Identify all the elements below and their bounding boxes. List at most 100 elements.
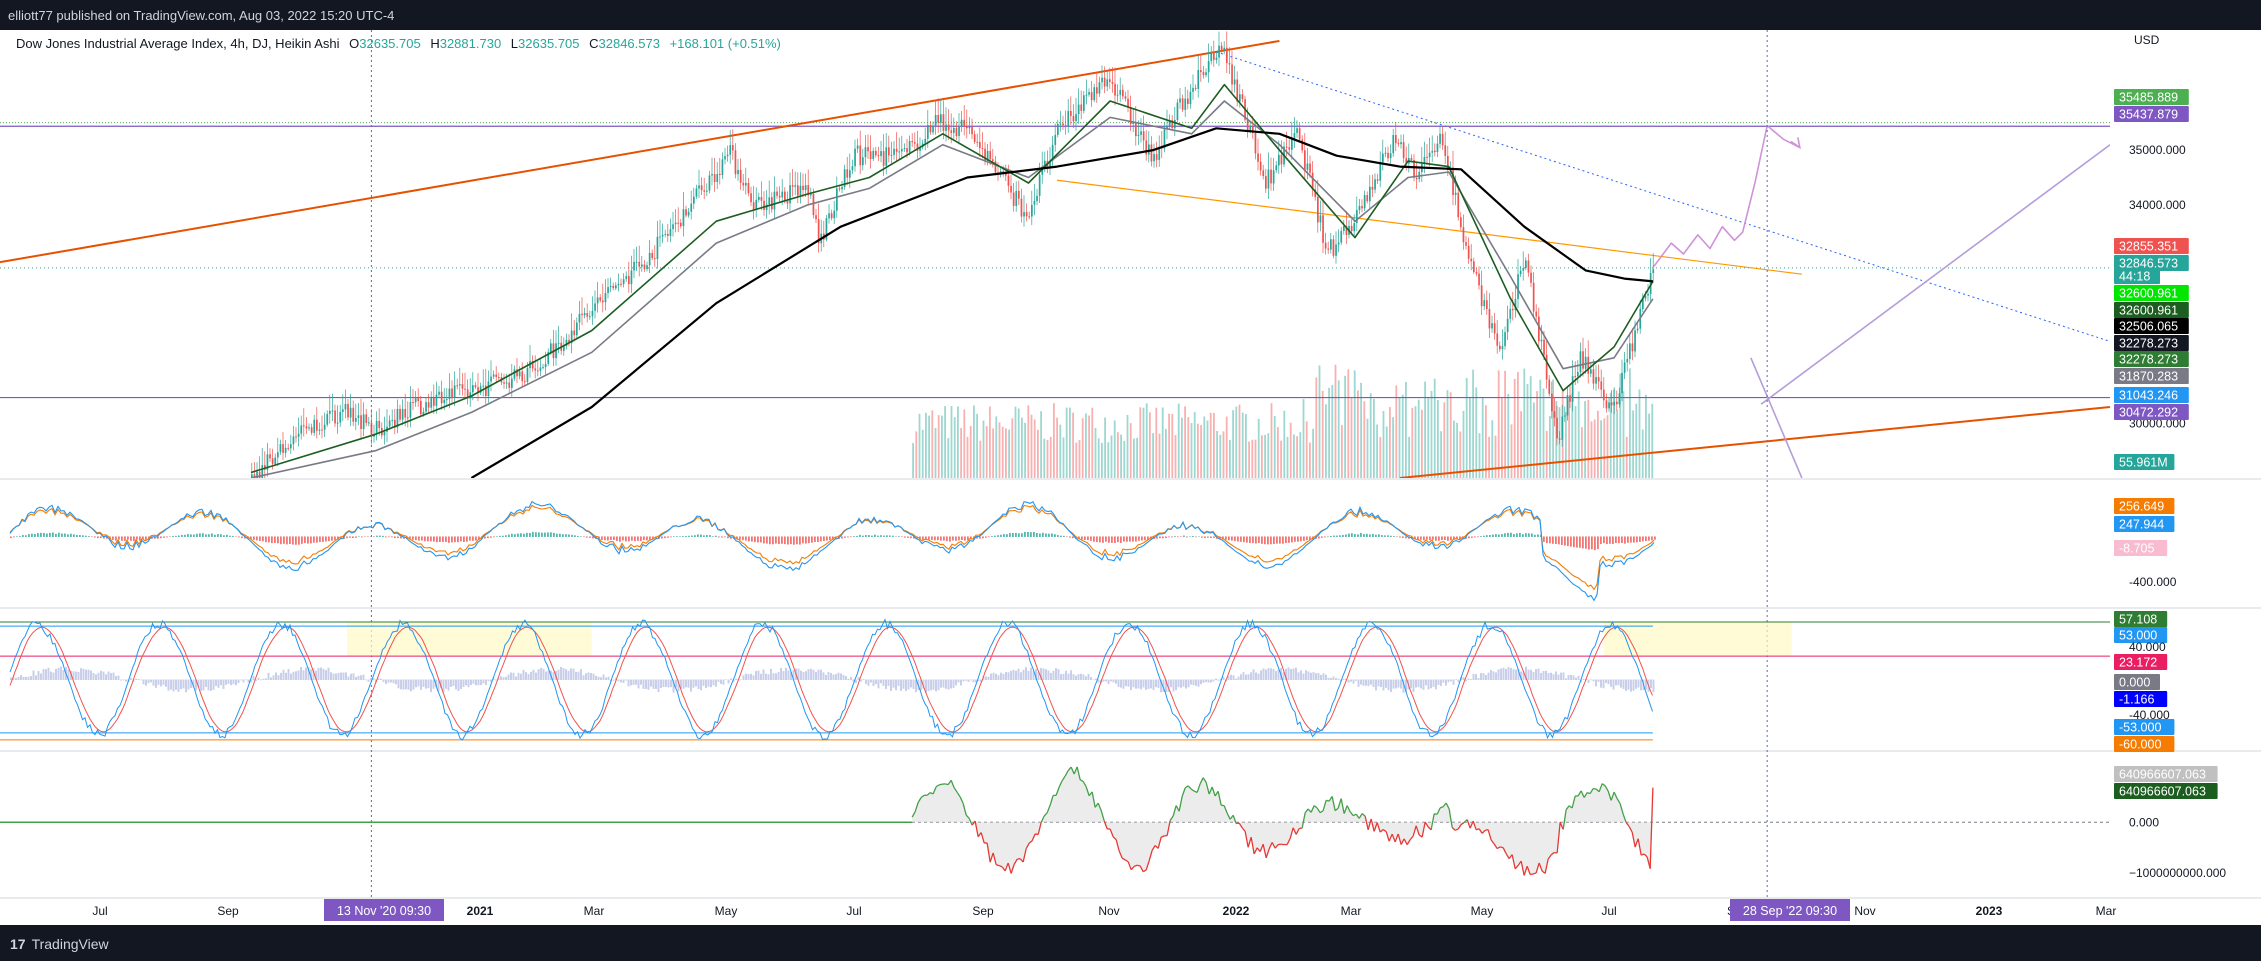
momentum-bar	[872, 679, 875, 687]
momentum-bar	[825, 674, 827, 680]
macd-histogram-bar	[1048, 533, 1050, 537]
candle-body	[1454, 192, 1457, 195]
candle-body	[804, 185, 807, 190]
forecast-rise	[1760, 144, 2110, 405]
momentum-bar	[520, 673, 522, 680]
candle-body	[1057, 124, 1059, 135]
candle-body	[1353, 223, 1356, 232]
candle-body	[521, 371, 524, 382]
macd-histogram-bar	[694, 535, 696, 537]
candle-body	[1239, 94, 1241, 102]
momentum-bar	[1212, 679, 1215, 682]
candle-body	[750, 193, 752, 203]
macd-histogram-bar	[919, 536, 921, 540]
candle-body	[1301, 139, 1304, 151]
momentum-bar	[1342, 678, 1345, 680]
volume-bar	[1037, 429, 1039, 478]
momentum-bar	[1547, 673, 1550, 680]
momentum-bar	[52, 672, 55, 680]
candle-body	[1423, 156, 1426, 164]
macd-histogram-bar	[1561, 536, 1563, 546]
macd-histogram-bar	[988, 536, 990, 538]
candle-body	[1439, 133, 1441, 144]
candle-body	[1085, 94, 1088, 96]
macd-histogram-bar	[970, 536, 972, 540]
macd-histogram-bar	[517, 533, 519, 537]
candle-body	[565, 339, 568, 346]
volume-bar	[1091, 407, 1094, 478]
momentum-bar	[400, 679, 402, 690]
volume-bar	[1257, 418, 1260, 478]
price-badge-text: 32855.351	[2119, 240, 2178, 254]
candle-body	[664, 233, 667, 235]
momentum-bar	[1472, 673, 1475, 680]
macd-histogram-bar	[169, 536, 171, 538]
macd-histogram-bar	[676, 536, 678, 537]
volume-bar	[1126, 415, 1129, 478]
macd-histogram-bar	[76, 534, 78, 537]
macd-histogram-bar	[1252, 536, 1254, 544]
candle-body	[1548, 379, 1551, 394]
momentum-bar	[587, 672, 590, 680]
candle-body	[1197, 70, 1200, 89]
macd-histogram-bar	[46, 533, 48, 537]
macd-histogram-bar	[1459, 536, 1461, 540]
macd-histogram-bar	[853, 536, 855, 537]
volume-bar	[1053, 403, 1055, 478]
macd-histogram-bar	[1141, 536, 1143, 541]
volume-bar	[1622, 391, 1625, 478]
macd-histogram-bar	[502, 535, 504, 537]
candle-body	[932, 125, 934, 133]
cumulative-segment	[1319, 810, 1324, 814]
chart-canvas[interactable]: USD36000.00035000.00034000.00030000.0003…	[0, 30, 2261, 925]
momentum-bar	[1377, 679, 1380, 687]
macd-histogram-bar	[778, 536, 780, 545]
momentum-bar	[217, 679, 220, 688]
macd-histogram-bar	[1201, 536, 1203, 538]
candle-body	[1441, 133, 1444, 146]
macd-histogram-bar	[649, 536, 651, 540]
macd-histogram-bar	[1279, 536, 1281, 544]
macd-histogram-bar	[1195, 536, 1197, 538]
momentum-bar	[655, 679, 657, 689]
candle-body	[539, 367, 542, 371]
chart-area[interactable]: USD36000.00035000.00034000.00030000.0003…	[0, 30, 2261, 925]
candle-body	[277, 452, 279, 458]
momentum-bar	[1087, 673, 1090, 680]
momentum-bar	[40, 673, 42, 680]
momentum-bar	[425, 679, 427, 689]
momentum-bar	[1160, 679, 1162, 693]
momentum-bar	[1272, 669, 1275, 680]
momentum-bar	[945, 679, 947, 689]
symbol-title: Dow Jones Industrial Average Index, 4h, …	[16, 36, 340, 51]
candle-body	[1231, 64, 1233, 85]
momentum-bar	[985, 676, 987, 680]
cumulative-segment	[1211, 786, 1216, 797]
macd-histogram-bar	[145, 536, 147, 540]
candle-body	[1597, 377, 1600, 382]
volume-bar	[1321, 390, 1324, 478]
cumulative-segment	[1421, 821, 1426, 838]
price-badge-bg	[2114, 498, 2175, 514]
cumulative-segment	[1409, 835, 1414, 841]
momentum-bar	[1322, 673, 1325, 680]
momentum-bar	[302, 670, 305, 680]
macd-histogram-bar	[592, 536, 594, 539]
macd-histogram-bar	[1639, 536, 1641, 542]
momentum-bar	[765, 673, 767, 680]
momentum-bar	[1560, 672, 1562, 680]
candle-body	[1166, 126, 1168, 130]
macd-histogram-bar	[745, 536, 747, 541]
momentum-bar	[1097, 679, 1100, 683]
macd-histogram-bar	[661, 536, 663, 539]
date-badge-bg	[1730, 899, 1850, 921]
macd-histogram-bar	[925, 536, 927, 540]
volume-bar	[1635, 403, 1638, 478]
tradingview-logo[interactable]: 17 TradingView	[10, 936, 109, 952]
candle-body	[511, 378, 513, 388]
price-badge-bg	[2114, 387, 2189, 403]
candle-body	[1322, 215, 1324, 243]
cumulative-segment	[1178, 796, 1183, 812]
volume-bar	[1056, 417, 1058, 478]
cumulative-segment	[1301, 812, 1306, 829]
